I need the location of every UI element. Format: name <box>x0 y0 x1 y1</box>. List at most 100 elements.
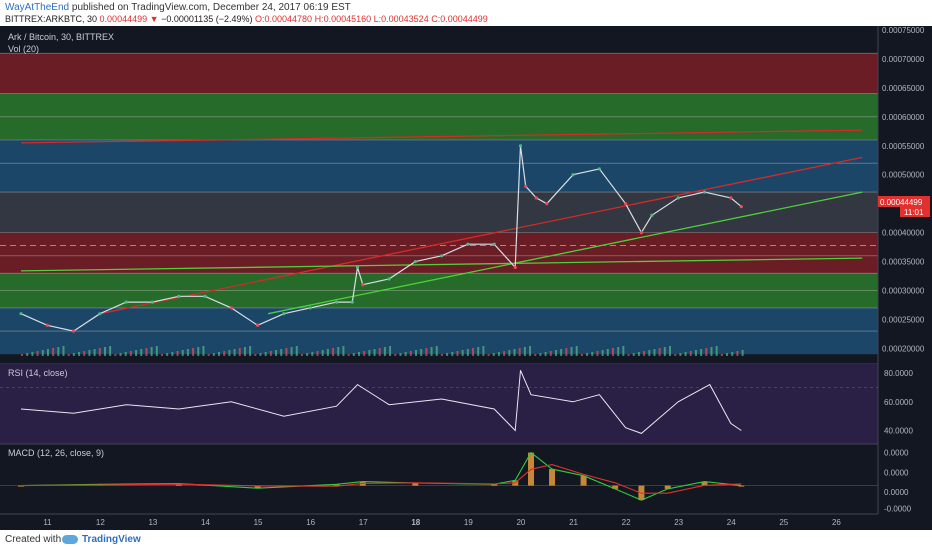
volume-bar-28 <box>166 353 169 356</box>
volume-bar-105 <box>565 348 568 356</box>
publish-line: WayAtTheEnd published on TradingView.com… <box>5 2 351 13</box>
volume-bar-52 <box>290 347 293 356</box>
footer: Created with TradingView <box>0 530 932 550</box>
volume-bar-75 <box>409 351 412 356</box>
volume-bar-131 <box>700 349 703 356</box>
price-point-22 <box>518 144 523 148</box>
volume-bar-86 <box>466 349 469 356</box>
volume-bar-130 <box>694 350 697 356</box>
rsi-series-line <box>20 370 742 434</box>
volume-bar-49 <box>275 350 278 356</box>
volume-bar-51 <box>285 348 288 356</box>
time-tick-label-1: 12 <box>96 518 105 527</box>
volume-bar-57 <box>316 351 319 356</box>
volume-bar-62 <box>342 346 345 356</box>
time-axis[interactable] <box>0 514 932 530</box>
volume-bar-14 <box>93 349 96 356</box>
volume-bar-8 <box>62 346 65 356</box>
rsi-tick-label-2: 40.0000 <box>884 427 913 436</box>
price-point-15 <box>361 283 365 287</box>
time-tick-label-2: 13 <box>148 518 157 527</box>
volume-bar-87 <box>472 348 475 356</box>
volume-bar-136 <box>726 353 729 356</box>
volume-bar-9 <box>67 354 70 356</box>
volume-bar-16 <box>103 347 106 356</box>
ohlc-close: C:0.00044499 <box>431 14 488 24</box>
macd-hist-bar-3 <box>254 485 261 489</box>
volume-bar-32 <box>186 349 189 356</box>
volume-bar-110 <box>591 352 594 356</box>
chart-svg[interactable]: Ark / Bitcoin, 30, BITTREX Vol (20) RSI … <box>0 26 932 530</box>
volume-bar-126 <box>674 354 677 356</box>
time-tick-label-3: 14 <box>201 518 210 527</box>
volume-bar-88 <box>477 347 480 356</box>
price-tick-label-1: 0.00070000 <box>882 55 925 64</box>
volume-bar-90 <box>487 354 490 356</box>
volume-bar-30 <box>176 351 179 356</box>
price-point-12 <box>334 300 339 304</box>
volume-bar-5 <box>46 349 49 356</box>
price-point-18 <box>440 254 444 258</box>
time-tick-label-14: 25 <box>779 518 788 527</box>
price-axis[interactable] <box>878 26 932 530</box>
volume-bar-97 <box>523 347 526 356</box>
zone-band-8 <box>0 273 878 291</box>
price-tag-text: 0.00044499 <box>880 198 923 207</box>
price-point-17 <box>413 259 417 264</box>
macd-series-line <box>20 451 742 501</box>
ohlc-open: O:0.00044780 <box>254 14 313 24</box>
time-tick-label-12: 23 <box>674 518 683 527</box>
volume-bar-117 <box>627 354 630 356</box>
price-point-33 <box>729 196 733 200</box>
ohlc-low: L:0.00043524 <box>373 14 429 24</box>
time-tick-label-5: 16 <box>306 518 315 527</box>
chart-header: WayAtTheEnd published on TradingView.com… <box>0 0 932 26</box>
price-point-2 <box>72 329 76 333</box>
volume-bar-21 <box>129 351 132 356</box>
symbol-label: BITTREX:ARKBTC, 30 <box>5 14 98 24</box>
volume-bar-84 <box>456 351 459 356</box>
macd-hist-bar-15 <box>701 481 708 486</box>
chart-area[interactable]: Ark / Bitcoin, 30, BITTREX Vol (20) RSI … <box>0 26 932 530</box>
volume-bar-66 <box>363 351 366 356</box>
macd-hist-bar-16 <box>738 485 745 487</box>
price-point-3 <box>98 312 102 316</box>
tradingview-brand[interactable]: TradingView <box>82 534 141 545</box>
volume-bar-113 <box>606 349 609 356</box>
volume-bar-121 <box>648 350 651 356</box>
volume-bar-10 <box>72 353 75 356</box>
volume-bar-29 <box>171 352 174 356</box>
time-tick-label-9: 20 <box>516 518 525 527</box>
volume-bar-79 <box>430 347 433 356</box>
volume-bar-81 <box>440 354 443 356</box>
zone-band-5 <box>0 192 878 233</box>
volume-bar-101 <box>544 352 547 356</box>
volume-bar-114 <box>611 348 614 356</box>
volume-bar-41 <box>233 349 236 356</box>
trendline-2 <box>268 191 863 315</box>
macd-hist-bar-7 <box>491 484 498 486</box>
volume-bar-65 <box>357 352 360 356</box>
price-point-14 <box>355 265 360 269</box>
volume-bar-20 <box>124 352 127 356</box>
volume-bar-124 <box>663 347 666 356</box>
volume-bar-48 <box>269 351 272 356</box>
volume-bar-92 <box>497 352 500 356</box>
volume-bar-127 <box>679 353 682 356</box>
volume-bar-85 <box>461 350 464 356</box>
macd-hist-bar-6 <box>412 482 419 486</box>
price-point-9 <box>256 323 260 327</box>
volume-bar-2 <box>31 352 34 356</box>
volume-bar-109 <box>586 353 589 356</box>
time-tick-label-13: 24 <box>727 518 736 527</box>
main-pane-title: Ark / Bitcoin, 30, BITTREX <box>8 32 114 42</box>
price-point-6 <box>177 294 181 298</box>
author-link[interactable]: WayAtTheEnd <box>5 2 70 13</box>
volume-bar-61 <box>337 347 340 356</box>
zone-band-2 <box>0 116 878 140</box>
last-price: 0.00044499 <box>99 14 148 24</box>
volume-bar-13 <box>88 350 91 356</box>
volume-bar-120 <box>643 351 646 356</box>
price-tick-label-9: 0.00030000 <box>882 287 925 296</box>
price-point-32 <box>702 190 707 194</box>
